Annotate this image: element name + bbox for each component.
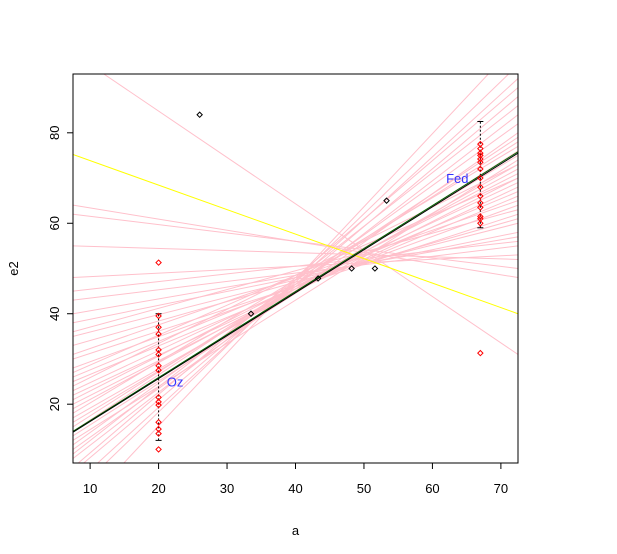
- data-point-red: [477, 174, 484, 182]
- data-point-red: [155, 351, 162, 358]
- plot-frame: [72, 73, 519, 464]
- data-point-black: [247, 310, 255, 318]
- x-tick-label: 70: [494, 481, 508, 496]
- y-tick-label: 20: [47, 397, 62, 411]
- data-point-red: [477, 152, 484, 159]
- x-tick-label: 40: [288, 481, 302, 496]
- green-line: [73, 151, 518, 432]
- sample-line: [73, 240, 518, 292]
- x-axis-label: a: [292, 523, 300, 538]
- x-tick-label: 10: [83, 481, 97, 496]
- sample-line: [73, 191, 518, 378]
- data-point-red: [155, 446, 162, 453]
- data-point-red: [155, 312, 162, 320]
- data-point-red: [155, 323, 162, 331]
- x-tick-label: 30: [220, 481, 234, 496]
- data-point-black: [314, 275, 322, 282]
- fit-lines: [73, 151, 518, 433]
- data-point-red: [155, 418, 162, 426]
- y-axis-label: e2: [6, 261, 21, 275]
- data-point-red: [477, 192, 484, 200]
- sample-line: [73, 204, 518, 279]
- yellow-line: [73, 154, 518, 315]
- x-axis: 10 20 30 40 50 60 70: [83, 463, 508, 496]
- sample-line: [73, 245, 518, 260]
- y-tick-label: 40: [47, 306, 62, 320]
- sample-line: [73, 177, 518, 373]
- error-bars: [155, 120, 484, 441]
- x-tick-label: 60: [425, 481, 439, 496]
- fit-line: [73, 152, 518, 433]
- data-point-red: [477, 165, 484, 173]
- x-tick-label: 50: [357, 481, 371, 496]
- data-point-black: [196, 111, 203, 119]
- annotation-label: Oz: [167, 375, 184, 390]
- data-point-red: [155, 330, 162, 338]
- y-tick-label: 80: [47, 126, 62, 140]
- sample-lines: [73, 74, 518, 463]
- data-point-red: [155, 401, 162, 409]
- y-tick-label: 60: [47, 216, 62, 230]
- sample-line: [73, 159, 518, 441]
- data-point-red: [477, 183, 484, 191]
- data-point-red: [155, 398, 162, 406]
- data-point-black: [348, 265, 355, 272]
- sample-line: [73, 105, 518, 455]
- data-point-red: [477, 155, 484, 163]
- data-point-red: [477, 204, 484, 211]
- sample-line: [73, 209, 518, 333]
- x-tick-label: 20: [151, 481, 165, 496]
- data-point-red: [477, 158, 484, 166]
- sample-line: [73, 200, 518, 355]
- data-point-red: [477, 219, 484, 227]
- annotations: Oz Fed: [167, 171, 469, 390]
- data-points: [155, 111, 484, 453]
- data-point-red: [155, 259, 162, 266]
- data-point-red: [477, 349, 484, 357]
- data-point-red: [155, 430, 162, 437]
- sample-line: [73, 182, 518, 392]
- data-point-red: [477, 213, 484, 220]
- data-point-black: [383, 197, 390, 204]
- y-axis: 20 40 60 80: [47, 126, 73, 411]
- sample-line: [73, 245, 518, 301]
- sample-line: [73, 168, 518, 410]
- annotation-label: Fed: [446, 171, 468, 186]
- sample-line: [103, 74, 518, 355]
- data-point-black: [371, 265, 379, 272]
- sample-line: [73, 218, 518, 346]
- data-point-red: [155, 366, 162, 374]
